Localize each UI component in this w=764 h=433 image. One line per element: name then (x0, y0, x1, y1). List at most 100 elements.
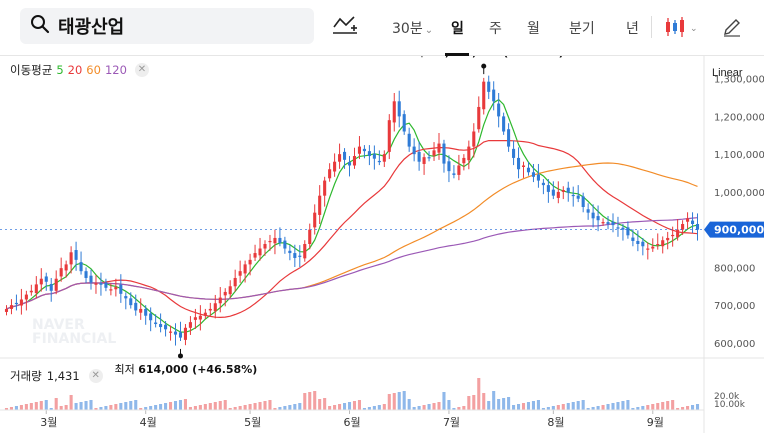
candle-body (641, 241, 645, 247)
volume-bar (482, 393, 486, 410)
candle-body (422, 157, 426, 164)
candle-body (19, 299, 23, 306)
volume-bar (566, 403, 570, 410)
volume-bar (636, 407, 640, 410)
period-month[interactable]: 월 (527, 21, 540, 37)
candle-body (49, 284, 53, 291)
volume-bar (377, 405, 381, 410)
volume-bar (129, 401, 133, 410)
volume-bar (442, 392, 446, 410)
candle-body (427, 157, 431, 159)
volume-bar (9, 407, 13, 410)
candle-body (298, 255, 302, 257)
volume-axis-tick: 10.00k (714, 400, 746, 410)
volume-bar (24, 404, 28, 410)
edit-pencil-icon[interactable] (722, 17, 742, 37)
volume-bar (606, 404, 610, 410)
volume-bar (233, 407, 237, 410)
watermark-text: FINANCIAL (32, 331, 116, 347)
volume-bar (467, 396, 471, 410)
candle-body (203, 312, 207, 316)
candle-body (338, 154, 342, 162)
candle-body (372, 153, 376, 159)
period-quarter[interactable]: 분기 (569, 21, 595, 37)
candle-type-icon[interactable]: ⌄ (664, 16, 700, 38)
price-axis-tick: 600,000 (714, 339, 755, 350)
volume-bar (586, 408, 590, 410)
candle-body (392, 101, 396, 123)
volume-bar (387, 394, 391, 410)
candle-body (253, 253, 257, 258)
volume-legend[interactable]: 거래량 1,431 ✕ (10, 368, 103, 384)
candle-body (283, 240, 287, 249)
candle-body (551, 189, 555, 196)
candle-body (173, 331, 178, 335)
candle-body (487, 81, 491, 92)
period-week[interactable]: 주 (489, 21, 502, 37)
search-icon[interactable] (30, 14, 50, 39)
candle-body (233, 277, 237, 287)
candle-body (377, 160, 381, 163)
volume-bar (213, 402, 217, 410)
period-30min[interactable]: 30분 ⌄ (392, 21, 434, 37)
current-price-tag (704, 221, 764, 238)
volume-bar (293, 404, 297, 410)
watermark-text: NAVER (32, 317, 85, 333)
volume-bar (39, 401, 43, 410)
volume-bar (621, 401, 625, 410)
volume-legend-close-icon[interactable]: ✕ (88, 369, 103, 383)
volume-bar (367, 407, 371, 410)
volume-bar (343, 403, 347, 410)
candle-body (129, 298, 133, 306)
active-tab-indicator (445, 53, 469, 56)
candle-body (124, 296, 128, 299)
volume-bar (49, 408, 53, 410)
candle-body (606, 222, 610, 224)
candle-body (412, 146, 416, 155)
volume-bar (323, 398, 327, 410)
volume-bar (521, 403, 526, 410)
volume-bar (228, 408, 232, 410)
volume-bar (631, 408, 635, 410)
volume-bar (556, 405, 560, 410)
volume-bar (447, 400, 451, 410)
ma-legend-title: 이동평균 (10, 63, 53, 77)
volume-bar (273, 408, 277, 410)
volume-bar (258, 402, 262, 410)
ma-legend[interactable]: 이동평균 5 20 60 120 ✕ (10, 62, 149, 78)
volume-bar (114, 404, 118, 410)
search-box[interactable] (20, 8, 314, 44)
draw-line-icon[interactable] (332, 14, 358, 36)
candle-body (188, 322, 192, 328)
volume-bar (656, 403, 660, 410)
period-year[interactable]: 년 (626, 21, 639, 37)
candle-body (243, 264, 247, 274)
candle-body (367, 151, 371, 157)
period-day[interactable]: 일 (451, 21, 464, 37)
volume-bar (487, 401, 491, 410)
candle-body (258, 248, 262, 256)
volume-bar (144, 407, 148, 410)
volume-bar (407, 399, 411, 410)
candle-body (666, 237, 670, 241)
volume-bar (54, 398, 58, 410)
volume-bar (333, 405, 337, 410)
price-axis-tick: 700,000 (714, 301, 755, 312)
search-input[interactable] (58, 15, 298, 37)
volume-bar (164, 403, 168, 410)
volume-bar (362, 408, 366, 410)
volume-bar (382, 404, 386, 410)
candle-body (477, 106, 481, 130)
volume-bar (536, 400, 540, 410)
candle-body (442, 143, 446, 164)
ma-legend-close-icon[interactable]: ✕ (134, 63, 149, 77)
volume-bar (243, 405, 247, 410)
stock-chart[interactable]: NAVER FINANCIAL 1,300,000 1,200,000 1,100,00… (0, 46, 764, 433)
x-axis-tick: 7월 (443, 416, 460, 429)
volume-bar (576, 401, 580, 410)
scale-type-toggle[interactable]: Linear (712, 67, 743, 79)
volume-bar (611, 403, 615, 410)
candle-body (695, 223, 700, 230)
candle-body (432, 150, 436, 156)
